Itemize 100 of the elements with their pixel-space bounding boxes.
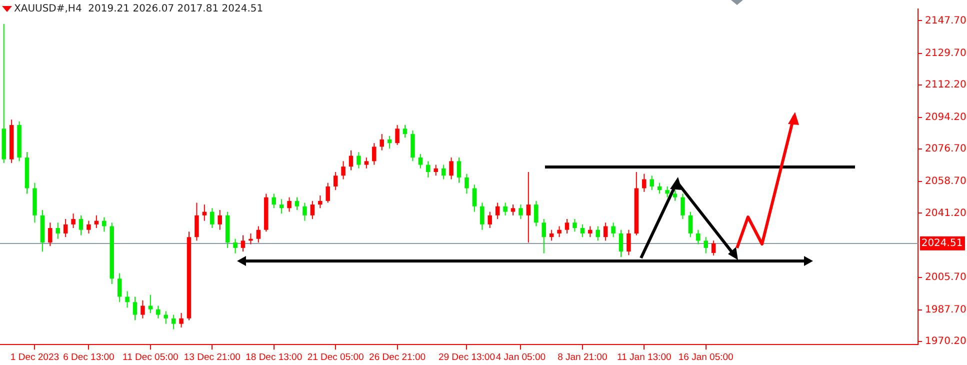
candlestick [380,134,384,151]
candlestick [642,173,646,192]
x-tick-label: 11 Dec 05:00 [122,352,178,363]
candlestick [387,135,392,150]
candlestick [179,312,184,328]
candlestick [510,204,516,216]
candlestick [449,157,454,180]
candlestick [279,198,284,214]
x-tick-label: 18 Dec 13:00 [246,352,302,363]
candlestick [534,200,538,227]
y-tick-label: 2112.20 [925,79,966,90]
x-tick-label: 16 Jan 05:00 [678,352,734,363]
candlestick [557,226,562,238]
candlestick [564,218,570,234]
candlestick [326,182,330,204]
candlestick [218,209,222,230]
candlestick [441,164,446,180]
y-tick-label: 2058.70 [925,176,966,188]
candlestick [618,229,624,258]
candlestick [472,184,477,212]
x-tick-label: 4 Jan 05:00 [496,352,546,363]
candlestick [94,214,99,229]
candlestick [572,218,577,232]
candlestick [348,150,354,171]
candlestick [202,204,207,222]
candlestick [56,222,60,240]
x-tick-label: 21 Dec 05:00 [307,352,364,363]
candlestick [194,202,199,242]
candlestick [140,300,145,319]
candlestick [318,195,322,209]
candlestick [272,193,276,209]
y-tick-label: 2076.70 [925,144,966,155]
y-tick-label: 1987.70 [925,304,966,316]
candlestick [171,314,176,330]
candlestick [704,236,708,254]
candlestick [464,173,469,194]
candlestick [503,202,508,216]
candlestick [518,204,523,220]
candlestick [78,214,84,236]
y-tick-label: 2147.70 [925,15,966,26]
x-tick-label: 13 Dec 21:00 [184,352,240,363]
x-tick-label: 29 Dec 13:00 [438,352,495,363]
candlestick [48,222,52,247]
candlestick [696,229,700,245]
candlestick [711,240,716,256]
candlestick [294,196,300,210]
candlestick [611,222,616,238]
candlestick [63,218,68,238]
candlestick [233,238,238,254]
y-tick-label: 1970.20 [925,336,966,348]
x-tick-label: 8 Jan 21:00 [558,352,608,363]
candlestick [125,290,130,308]
candlestick [402,124,408,138]
x-tick-label: 11 Jan 13:00 [617,352,672,363]
candlestick [549,229,554,242]
y-tick-label: 2129.70 [925,48,966,59]
candlestick [626,229,631,256]
candlestick [302,202,307,222]
candlestick [526,172,531,243]
candlestick [603,222,608,242]
candlestick [148,294,153,314]
candlestick [688,211,693,238]
candlestick [71,213,76,229]
candlestick [434,164,438,176]
chart-title: XAUUSD#,H4 2019.21 2026.07 2017.81 2024.51 [14,4,264,15]
candlestick [680,193,685,220]
candlestick [418,153,423,169]
candlestick [86,220,91,234]
x-tick-label: 1 Dec 2023 [10,352,60,363]
candlestick [287,196,292,212]
candlestick [657,182,662,194]
candlestick [596,226,600,242]
candlestick [117,272,122,303]
candlestick [256,226,261,243]
candlestick [580,224,585,238]
y-tick-label: 2005.70 [925,272,966,283]
candlestick [488,211,492,229]
candlestick [156,305,160,319]
candlestick [672,190,678,202]
candlestick [650,175,654,191]
candlestick [395,124,400,146]
y-tick-label: 2094.20 [925,112,966,124]
candlestick [333,172,338,191]
candlestick [542,218,546,254]
candlestick [665,186,670,198]
candlestick [456,157,462,184]
x-tick-label: 26 Dec 21:00 [369,352,426,363]
candlestick [410,130,415,162]
candlestick [480,202,484,230]
candlestick [495,202,500,220]
candlestick [364,157,369,169]
candlestick [372,142,376,166]
candlestick [210,208,214,229]
candlestick [341,160,346,180]
candlestick [132,296,138,321]
candlestick [164,310,168,324]
candlestick [426,160,430,178]
candlestick [588,226,592,238]
candlestick [310,200,315,220]
candlestick [240,234,246,252]
